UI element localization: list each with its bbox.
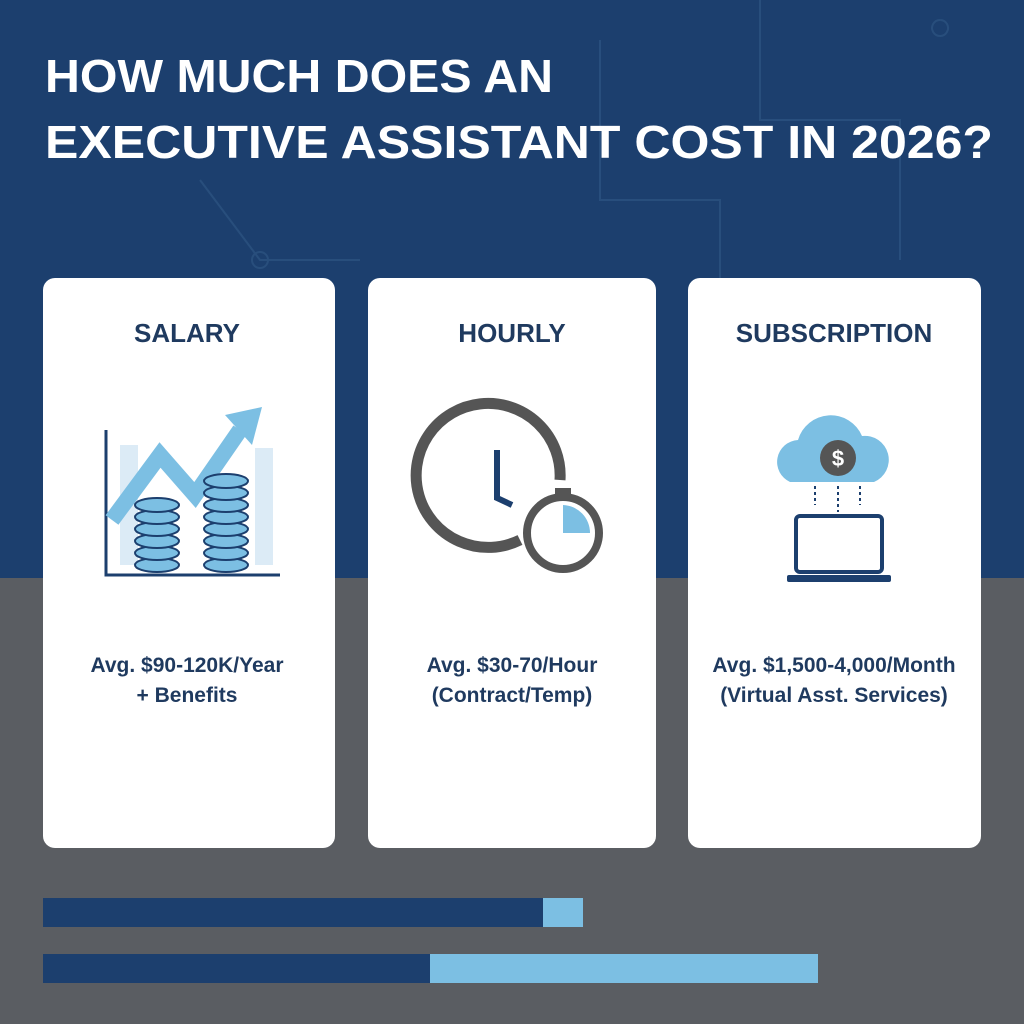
card-text: Avg. $1,500-4,000/Month: [712, 654, 955, 677]
card: [368, 278, 656, 848]
hourly-icon: [410, 397, 603, 573]
salary-icon: [104, 407, 280, 577]
card-heading: HOURLY: [458, 318, 565, 348]
card: [43, 278, 335, 848]
circuit-decoration: [199, 0, 949, 300]
title-line: EXECUTIVE ASSISTANT COST IN 2026?: [45, 116, 993, 168]
card: [688, 278, 981, 848]
decorative-bar: [543, 898, 583, 927]
subscription-icon: $: [777, 415, 891, 582]
dollar-symbol: $: [832, 446, 844, 471]
card-text: + Benefits: [137, 684, 238, 707]
card-heading: SALARY: [134, 318, 240, 348]
decorative-bar: [430, 954, 818, 983]
title-line: HOW MUCH DOES AN: [45, 50, 553, 102]
card-text: Avg. $90-120K/Year: [90, 654, 283, 677]
card-heading: SUBSCRIPTION: [736, 318, 932, 348]
decorative-bar: [43, 954, 430, 983]
card-text: Avg. $30-70/Hour: [427, 654, 598, 677]
card-text: (Virtual Asst. Services): [720, 684, 948, 707]
card-text: (Contract/Temp): [432, 684, 593, 707]
decorative-bar: [43, 898, 543, 927]
